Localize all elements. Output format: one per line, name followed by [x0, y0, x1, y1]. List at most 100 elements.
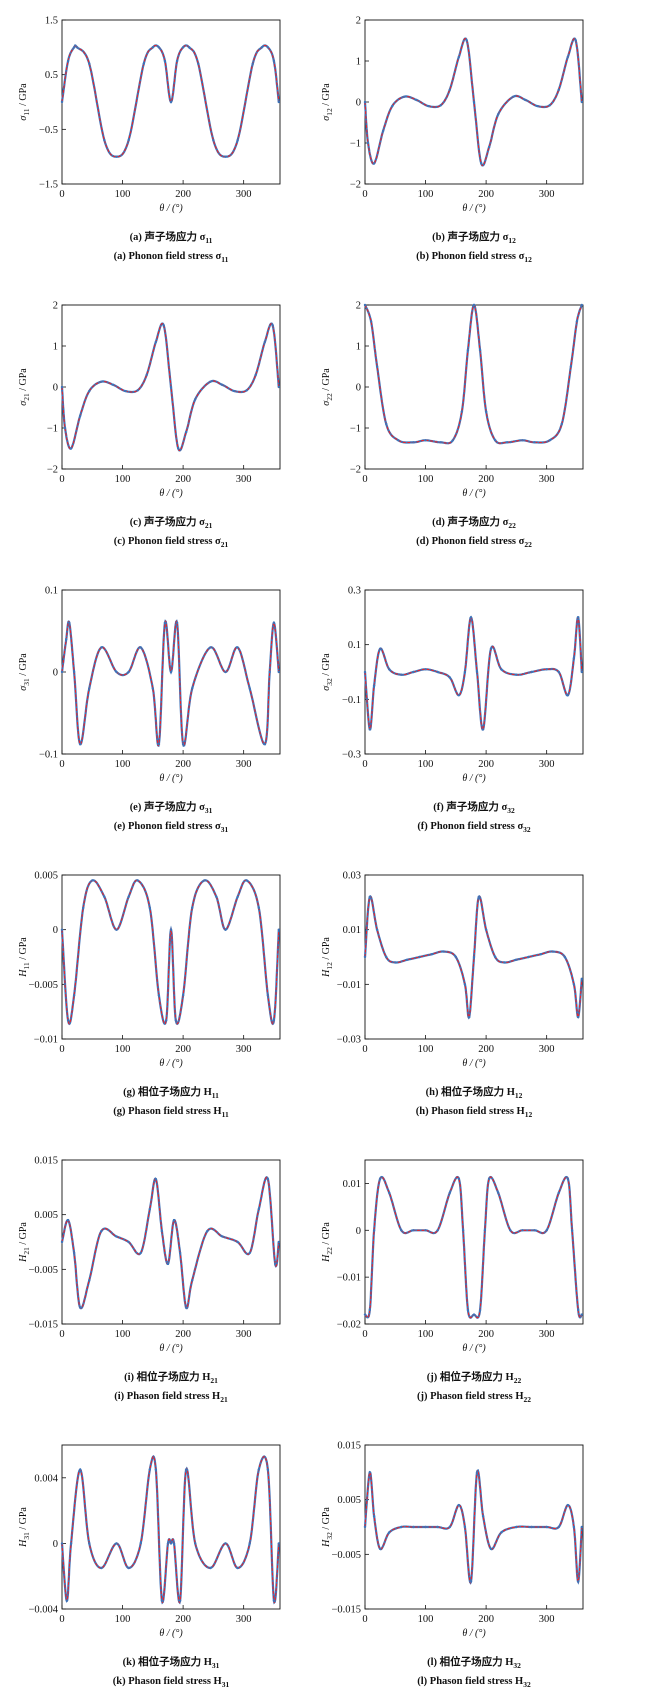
data-point [378, 647, 382, 650]
y-tick-label: −0.015 [331, 1605, 361, 1616]
chart-c: 0 100 200 300 −2 −1 0 1 2 σ21 / GPa θ / (°) (c) 声子场… [18, 301, 281, 549]
data-point [172, 1542, 176, 1545]
series-line-analytic [363, 303, 583, 445]
data-point [69, 447, 73, 450]
caption-english: (l) Phason field stress H32 [417, 1676, 531, 1689]
data-point [415, 98, 418, 102]
y-tick-label: −0.1 [342, 695, 361, 706]
y-tick-label: −2 [350, 180, 361, 191]
x-axis-label: θ / (°) [159, 203, 183, 214]
data-point [580, 100, 583, 104]
x-tick-label: 200 [478, 1044, 494, 1055]
data-point [384, 955, 388, 959]
data-point [545, 1229, 548, 1232]
y-axis-label: H31 / GPa [18, 1507, 31, 1548]
data-point [569, 365, 573, 368]
caption-english: (d) Phonon field stress σ22 [416, 536, 532, 549]
y-tick-label: −0.005 [28, 1265, 58, 1276]
data-point [424, 668, 427, 671]
y-tick-label: 0 [53, 383, 58, 394]
data-point [181, 742, 185, 746]
data-point [533, 1229, 536, 1232]
data-point [481, 728, 485, 731]
data-point [236, 895, 239, 899]
data-point [403, 95, 406, 98]
y-tick-label: 0.005 [34, 871, 58, 882]
y-tick-label: −1.5 [39, 180, 58, 191]
x-tick-label: 300 [236, 474, 252, 485]
x-tick-label: 200 [175, 1614, 191, 1625]
data-point [277, 928, 280, 931]
data-point [60, 1240, 64, 1244]
data-point [539, 953, 542, 956]
data-point [548, 439, 551, 442]
y-tick-label: 0.015 [34, 1156, 58, 1167]
data-point [272, 59, 276, 63]
chart-b: 0 100 200 300 −2 −1 0 1 2 σ12 / GPa θ / (°) (b) 声子场… [321, 16, 584, 264]
data-point [500, 1531, 503, 1534]
y-tick-label: 0.015 [337, 1441, 361, 1452]
data-point [136, 879, 139, 882]
y-tick-label: −0.01 [337, 980, 361, 991]
data-point [194, 1542, 197, 1545]
data-point [576, 1308, 580, 1312]
x-tick-label: 200 [175, 474, 191, 485]
data-point [515, 958, 518, 961]
data-point [254, 373, 257, 376]
y-tick-label: 2 [356, 16, 361, 27]
data-point [272, 621, 276, 624]
data-point [509, 1229, 512, 1232]
caption-english: (j) Phason field stress H22 [417, 1391, 531, 1404]
x-tick-label: 300 [236, 189, 252, 200]
x-tick-label: 300 [236, 1329, 252, 1340]
data-point [263, 742, 267, 746]
data-point [78, 1468, 82, 1471]
data-point [466, 348, 470, 352]
data-point [88, 1279, 91, 1282]
data-point [545, 668, 548, 671]
x-axis-label: θ / (°) [462, 1058, 486, 1069]
y-tick-label: −0.1 [39, 750, 58, 761]
data-point [166, 1542, 170, 1545]
data-point [251, 62, 254, 65]
data-point [151, 687, 155, 690]
data-point [388, 1531, 391, 1534]
x-axis-label: θ / (°) [159, 1058, 183, 1069]
data-point [78, 742, 82, 746]
data-point [88, 389, 91, 393]
data-point [481, 1514, 485, 1518]
y-axis-label: H12 / GPa [321, 937, 334, 978]
data-point [372, 162, 376, 165]
data-point [533, 441, 536, 444]
data-point [475, 670, 479, 674]
caption-chinese: (g) 相位子场应力 H11 [123, 1085, 219, 1100]
data-point [65, 638, 68, 641]
x-tick-label: 200 [175, 759, 191, 770]
data-point [78, 1306, 82, 1309]
y-tick-label: −0.01 [34, 1035, 58, 1046]
x-tick-label: 100 [418, 1614, 434, 1625]
caption-english: (i) Phason field stress H21 [114, 1391, 228, 1404]
data-point [397, 439, 400, 442]
chart-j: 0 100 200 300 −0.02 −0.01 0 0.01 H22 / GPa θ / (°… [321, 1159, 584, 1404]
data-point [203, 879, 206, 882]
data-point [500, 668, 503, 671]
data-point [530, 670, 533, 674]
caption-english: (e) Phonon field stress σ31 [114, 821, 229, 834]
data-point [575, 320, 579, 323]
data-point [580, 977, 583, 981]
data-point [580, 670, 583, 674]
data-point [139, 1542, 142, 1545]
x-tick-label: 300 [539, 1614, 555, 1625]
data-point [169, 928, 173, 931]
data-point [236, 1240, 239, 1244]
caption-chinese: (e) 声子场应力 σ31 [130, 800, 213, 815]
data-point [489, 647, 493, 650]
data-point [88, 62, 91, 65]
y-tick-label: 1 [53, 342, 58, 353]
data-point [572, 983, 576, 986]
data-point [484, 928, 488, 931]
data-point [272, 1599, 276, 1603]
data-point [557, 1525, 560, 1529]
data-point [557, 88, 560, 91]
